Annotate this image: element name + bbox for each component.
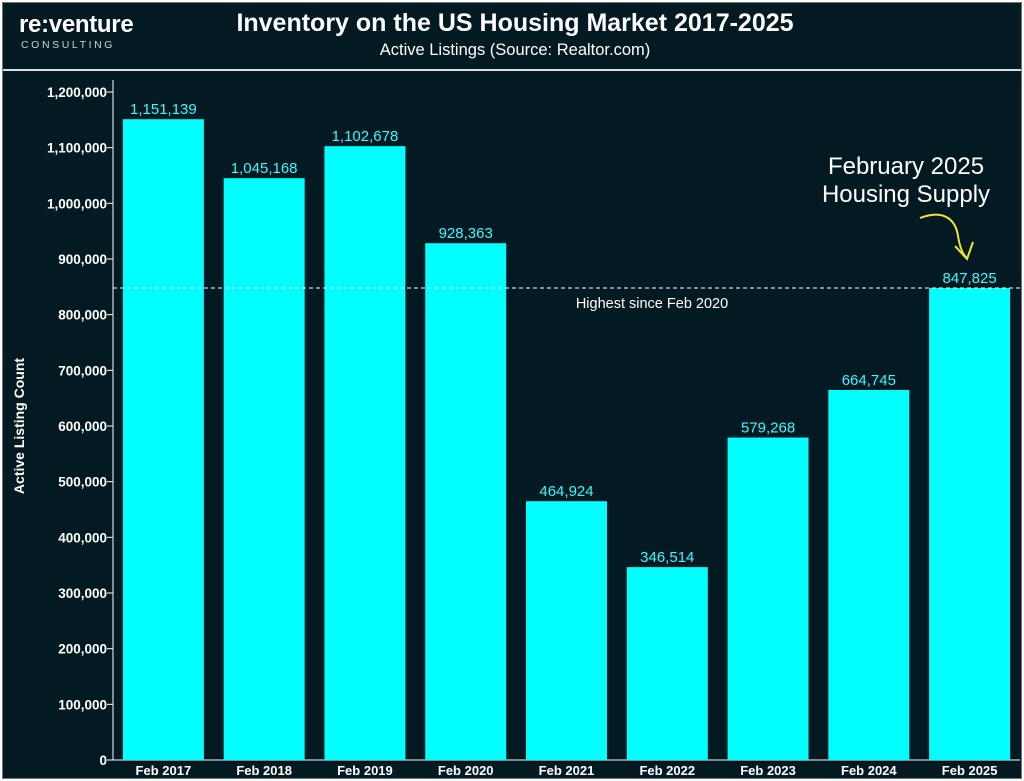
x-tick-label: Feb 2024 [841,763,897,778]
x-tick-label: Feb 2018 [236,763,292,778]
chart-subtitle: Active Listings (Source: Realtor.com) [379,41,651,59]
x-tick-label: Feb 2019 [337,763,393,778]
annotation-arrowhead [954,241,974,261]
y-tick-label: 100,000 [58,697,107,712]
chart-title: Inventory on the US Housing Market 2017-… [236,9,794,37]
bar-value-label: 464,924 [539,483,593,500]
x-tick-label: Feb 2025 [942,763,998,778]
bar [223,178,305,760]
bar-value-label: 579,268 [741,420,795,437]
bar [122,119,204,761]
y-tick-label: 400,000 [58,530,107,545]
x-tick-label: Feb 2022 [639,763,695,778]
bar-value-label: 928,363 [439,225,493,242]
chart-header: re:venture CONSULTING Inventory on the U… [3,3,1021,71]
y-tick-label: 1,100,000 [47,141,107,156]
y-tick-label: 0 [99,753,107,768]
annotation-text: Housing Supply [822,181,990,208]
bar [929,288,1011,760]
bar [425,243,507,761]
brand-name: re:venture [19,11,134,38]
y-tick-label: 600,000 [58,419,107,434]
x-tick-label: Feb 2023 [740,763,796,778]
x-tick-label: Feb 2021 [539,763,595,778]
y-tick-label: 200,000 [58,642,107,657]
bar-value-label: 1,045,168 [231,160,298,177]
y-tick-label: 700,000 [58,363,107,378]
y-tick-label: 500,000 [58,475,107,490]
x-tick-label: Feb 2020 [438,763,494,778]
annotation-text: February 2025 [828,153,984,180]
y-tick-label: 900,000 [58,252,107,267]
reference-line-label: Highest since Feb 2020 [576,296,728,312]
header-divider [3,69,1021,71]
x-tick-label: Feb 2017 [136,763,192,778]
bar-value-label: 1,151,139 [130,101,197,118]
bar-value-label: 664,745 [842,372,896,389]
y-tick-label: 300,000 [58,586,107,601]
bar [324,146,406,761]
bar [828,389,910,760]
bar-value-label: 847,825 [942,270,996,287]
y-tick-label: 1,200,000 [47,85,107,100]
brand-logo: re:venture CONSULTING [19,11,134,52]
y-tick-label: 1,000,000 [47,196,107,211]
y-tick-label: 800,000 [58,308,107,323]
bar [526,501,607,760]
bar-value-label: 346,514 [640,549,694,566]
y-axis-title: Active Listing Count [11,358,27,494]
bar [626,567,708,760]
brand-subtitle: CONSULTING [21,39,116,51]
bar-value-label: 1,102,678 [332,128,399,145]
bar [727,437,809,760]
